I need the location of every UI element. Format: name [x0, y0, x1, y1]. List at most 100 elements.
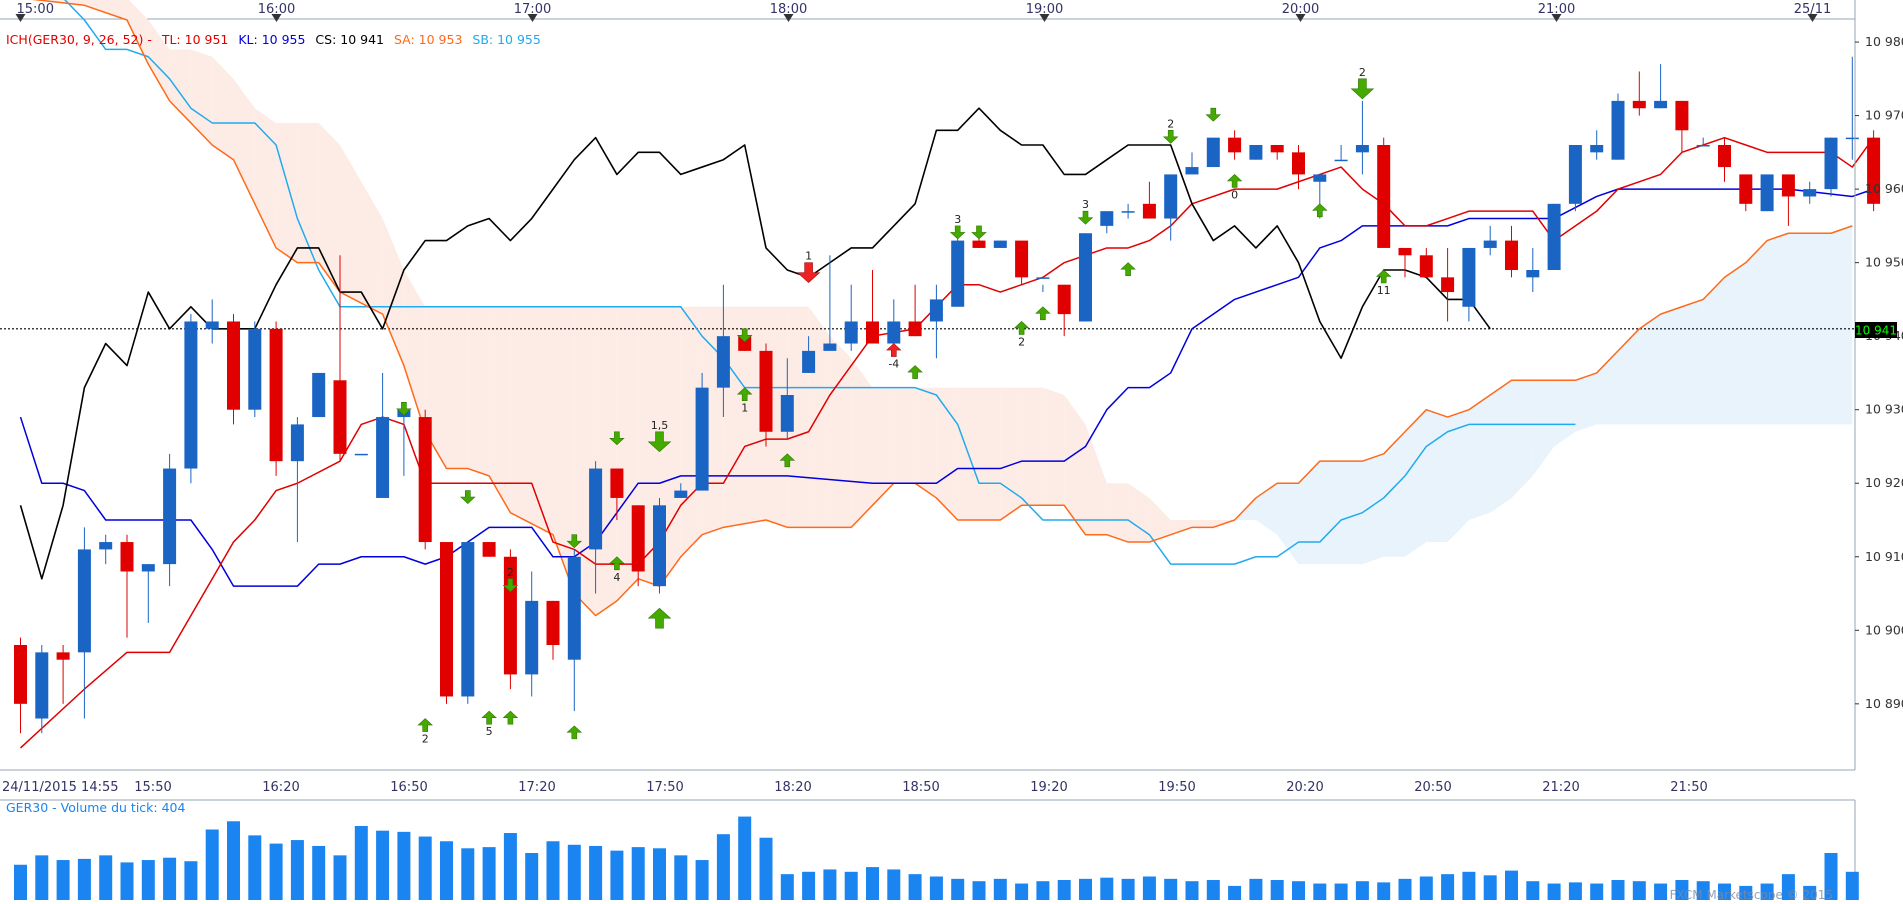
volume-bar	[1611, 880, 1625, 900]
candle	[205, 299, 219, 344]
top-tick-marker	[783, 14, 794, 22]
price-tick-label: 10 970	[1865, 108, 1903, 123]
candle-body	[1824, 137, 1838, 190]
signal-arrow-down	[1077, 210, 1094, 225]
candle	[951, 233, 965, 307]
volume-bar	[1142, 876, 1156, 900]
cloud-segment	[1192, 520, 1214, 528]
volume-bar	[866, 867, 879, 900]
volume-bar	[163, 857, 177, 900]
volume-bar	[653, 848, 666, 900]
cloud-segment	[829, 336, 852, 528]
top-axis-bg	[0, 0, 1855, 19]
candle	[35, 645, 49, 734]
candle	[354, 453, 368, 456]
cloud-segment	[446, 306, 468, 469]
top-time-label: 18:00	[770, 2, 807, 17]
cloud-segment	[1703, 225, 1853, 425]
signal-arrow-down	[566, 534, 583, 549]
legend-cs: CS: 10 941	[315, 32, 384, 47]
volume-bar	[546, 841, 560, 900]
candle-body	[1419, 255, 1433, 278]
candle	[929, 284, 943, 359]
signal-arrow-up	[609, 556, 625, 571]
candle	[248, 321, 262, 418]
top-tick-marker	[271, 14, 282, 22]
cloud-segment	[1021, 387, 1043, 506]
candle-body	[290, 424, 304, 462]
cloud-segment	[1362, 453, 1384, 565]
volume-bar	[1015, 883, 1029, 900]
candle-body	[887, 321, 901, 344]
volume-bar	[1377, 882, 1391, 900]
volume-bar	[1334, 883, 1348, 900]
candle	[1441, 247, 1455, 322]
candle	[99, 534, 113, 565]
candle	[780, 358, 794, 440]
signal-arrow-down	[1350, 78, 1375, 100]
cloud-segment	[553, 306, 575, 594]
candle	[461, 542, 475, 704]
signal-label: 4	[613, 571, 620, 584]
candle	[1334, 145, 1348, 162]
signal-arrow-up	[1120, 262, 1136, 276]
candle-body	[1228, 137, 1242, 153]
candle	[1696, 137, 1710, 147]
candle-body	[1867, 137, 1881, 204]
candle	[610, 468, 624, 520]
candle-body	[205, 321, 219, 329]
volume-bar	[376, 830, 390, 900]
bottom-time-label: 20:50	[1414, 780, 1451, 795]
signal-arrow-up	[1226, 174, 1243, 188]
volume-bar	[77, 858, 91, 900]
bottom-time-label: 16:50	[390, 780, 427, 795]
signal-arrow-down	[609, 431, 625, 446]
cloud-segment	[510, 306, 553, 535]
candle-body	[1568, 145, 1582, 204]
volume-bar	[227, 821, 240, 900]
bottom-time-label: 18:50	[902, 780, 939, 795]
candle-body	[1611, 100, 1625, 160]
candle-body	[951, 240, 965, 307]
cloud-segment	[169, 49, 191, 123]
volume-bar	[461, 848, 475, 900]
top-time-label: 21:00	[1538, 2, 1575, 17]
candle-body	[35, 652, 49, 719]
volume-bar	[1398, 878, 1412, 900]
volume-bar	[1803, 885, 1817, 900]
candle-body	[1270, 145, 1284, 153]
top-time-label: 19:00	[1026, 2, 1063, 17]
signal-label: 3	[1082, 198, 1089, 211]
candle	[1632, 71, 1646, 116]
signal-label: 2	[422, 733, 429, 746]
volume-bar	[1654, 883, 1668, 900]
signal-label: 2	[1359, 66, 1366, 79]
bottom-time-label: 16:20	[262, 780, 299, 795]
bottom-time-label: 20:20	[1286, 780, 1323, 795]
volume-bar	[674, 855, 688, 900]
candle-body	[1036, 277, 1050, 279]
cloud-segment	[84, 0, 127, 20]
candle	[1526, 247, 1540, 293]
candle	[1547, 203, 1561, 270]
volume-bar	[631, 847, 645, 900]
signal-arrow-up	[779, 453, 796, 468]
candle-body	[184, 321, 198, 469]
signal-arrow-up	[886, 343, 902, 357]
volume-bar	[440, 841, 453, 900]
watermark: FXCM Marketscope © 2015	[1670, 888, 1833, 900]
cloud-segment	[467, 306, 490, 476]
volume-bar	[1718, 883, 1731, 900]
top-tick-marker	[1295, 14, 1306, 22]
signal-arrow-down	[949, 225, 966, 240]
cloud-segment	[1128, 483, 1150, 543]
candle	[1142, 181, 1156, 219]
cloud-segment	[1149, 497, 1171, 543]
volume-bar	[312, 845, 326, 900]
cloud-segment	[1042, 387, 1065, 506]
candle-body	[14, 645, 27, 704]
bottom-time-label: 19:20	[1030, 780, 1067, 795]
volume-bar	[1100, 877, 1114, 900]
cloud-segment	[1639, 314, 1661, 425]
